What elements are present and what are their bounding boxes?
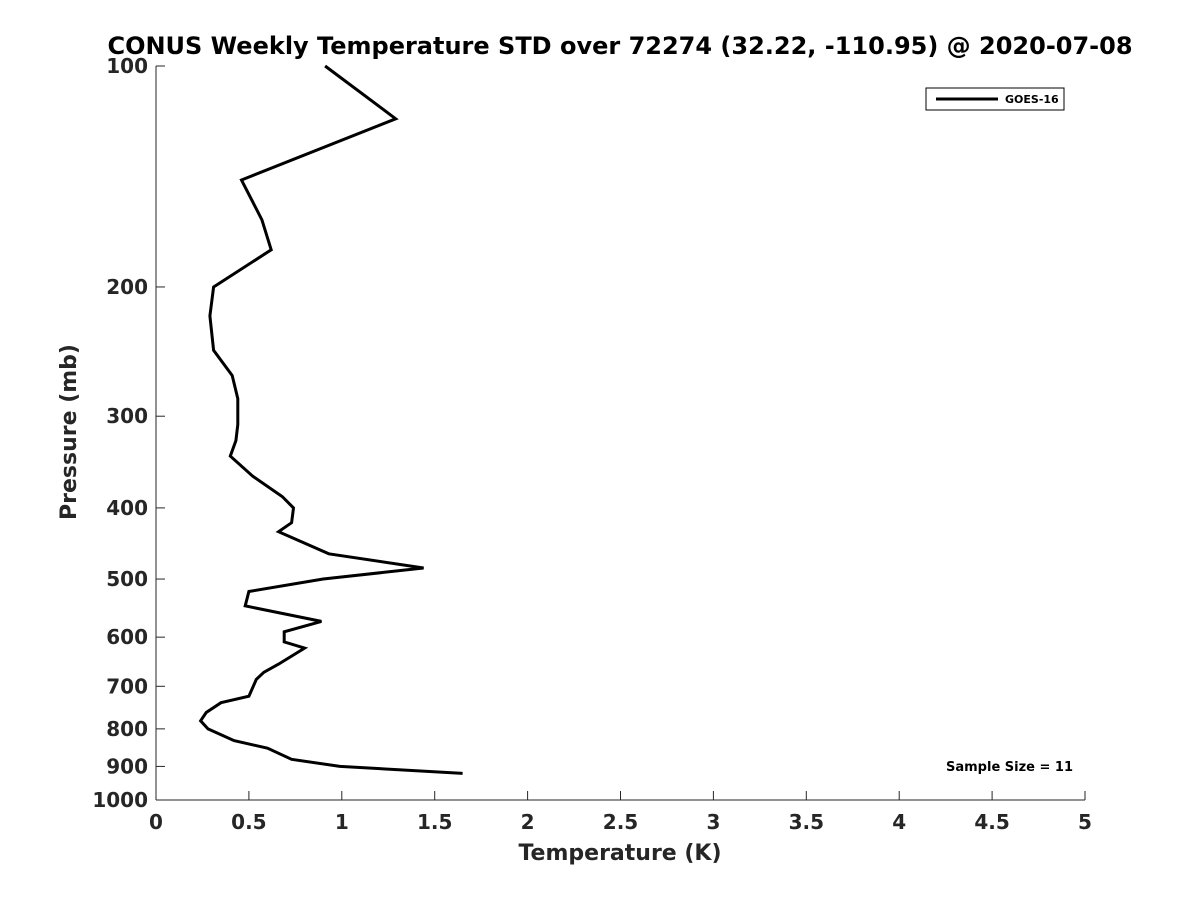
y-tick-label: 500 — [106, 567, 148, 591]
x-tick-label: 0 — [149, 810, 163, 834]
y-tick-label: 300 — [106, 404, 148, 428]
chart-title: CONUS Weekly Temperature STD over 72274 … — [107, 32, 1132, 60]
y-tick-label: 400 — [106, 496, 148, 520]
y-tick-label: 800 — [106, 717, 148, 741]
y-axis-ticks: 100 200 300 400 500 600 700 800 900 1000 — [92, 54, 165, 812]
y-tick-label: 700 — [106, 674, 148, 698]
y-tick-label: 100 — [106, 54, 148, 78]
x-tick-label: 2 — [521, 810, 535, 834]
y-tick-label: 200 — [106, 275, 148, 299]
y-tick-label: 1000 — [92, 788, 148, 812]
y-tick-label: 600 — [106, 625, 148, 649]
legend: GOES-16 — [925, 87, 1065, 111]
series-line-goes-16 — [198, 64, 463, 775]
x-tick-label: 4.5 — [974, 810, 1009, 834]
x-tick-label: 3 — [706, 810, 720, 834]
y-tick-label: 900 — [106, 754, 148, 778]
y-axis-label: Pressure (mb) — [57, 344, 82, 520]
x-axis-label: Temperature (K) — [518, 841, 721, 866]
x-tick-label: 2.5 — [603, 810, 638, 834]
x-tick-label: 0.5 — [231, 810, 266, 834]
x-tick-label: 1.5 — [417, 810, 452, 834]
axes — [155, 66, 1085, 801]
series-lines — [198, 64, 463, 775]
x-tick-label: 1 — [335, 810, 349, 834]
sample-size-annotation: Sample Size = 11 — [946, 760, 1073, 775]
legend-label-goes-16: GOES-16 — [1005, 93, 1059, 106]
x-axis-ticks: 0 0.5 1 1.5 2 2.5 3 3.5 4 4.5 5 — [149, 791, 1092, 834]
x-tick-label: 4 — [892, 810, 906, 834]
x-tick-label: 3.5 — [789, 810, 824, 834]
x-tick-label: 5 — [1078, 810, 1092, 834]
